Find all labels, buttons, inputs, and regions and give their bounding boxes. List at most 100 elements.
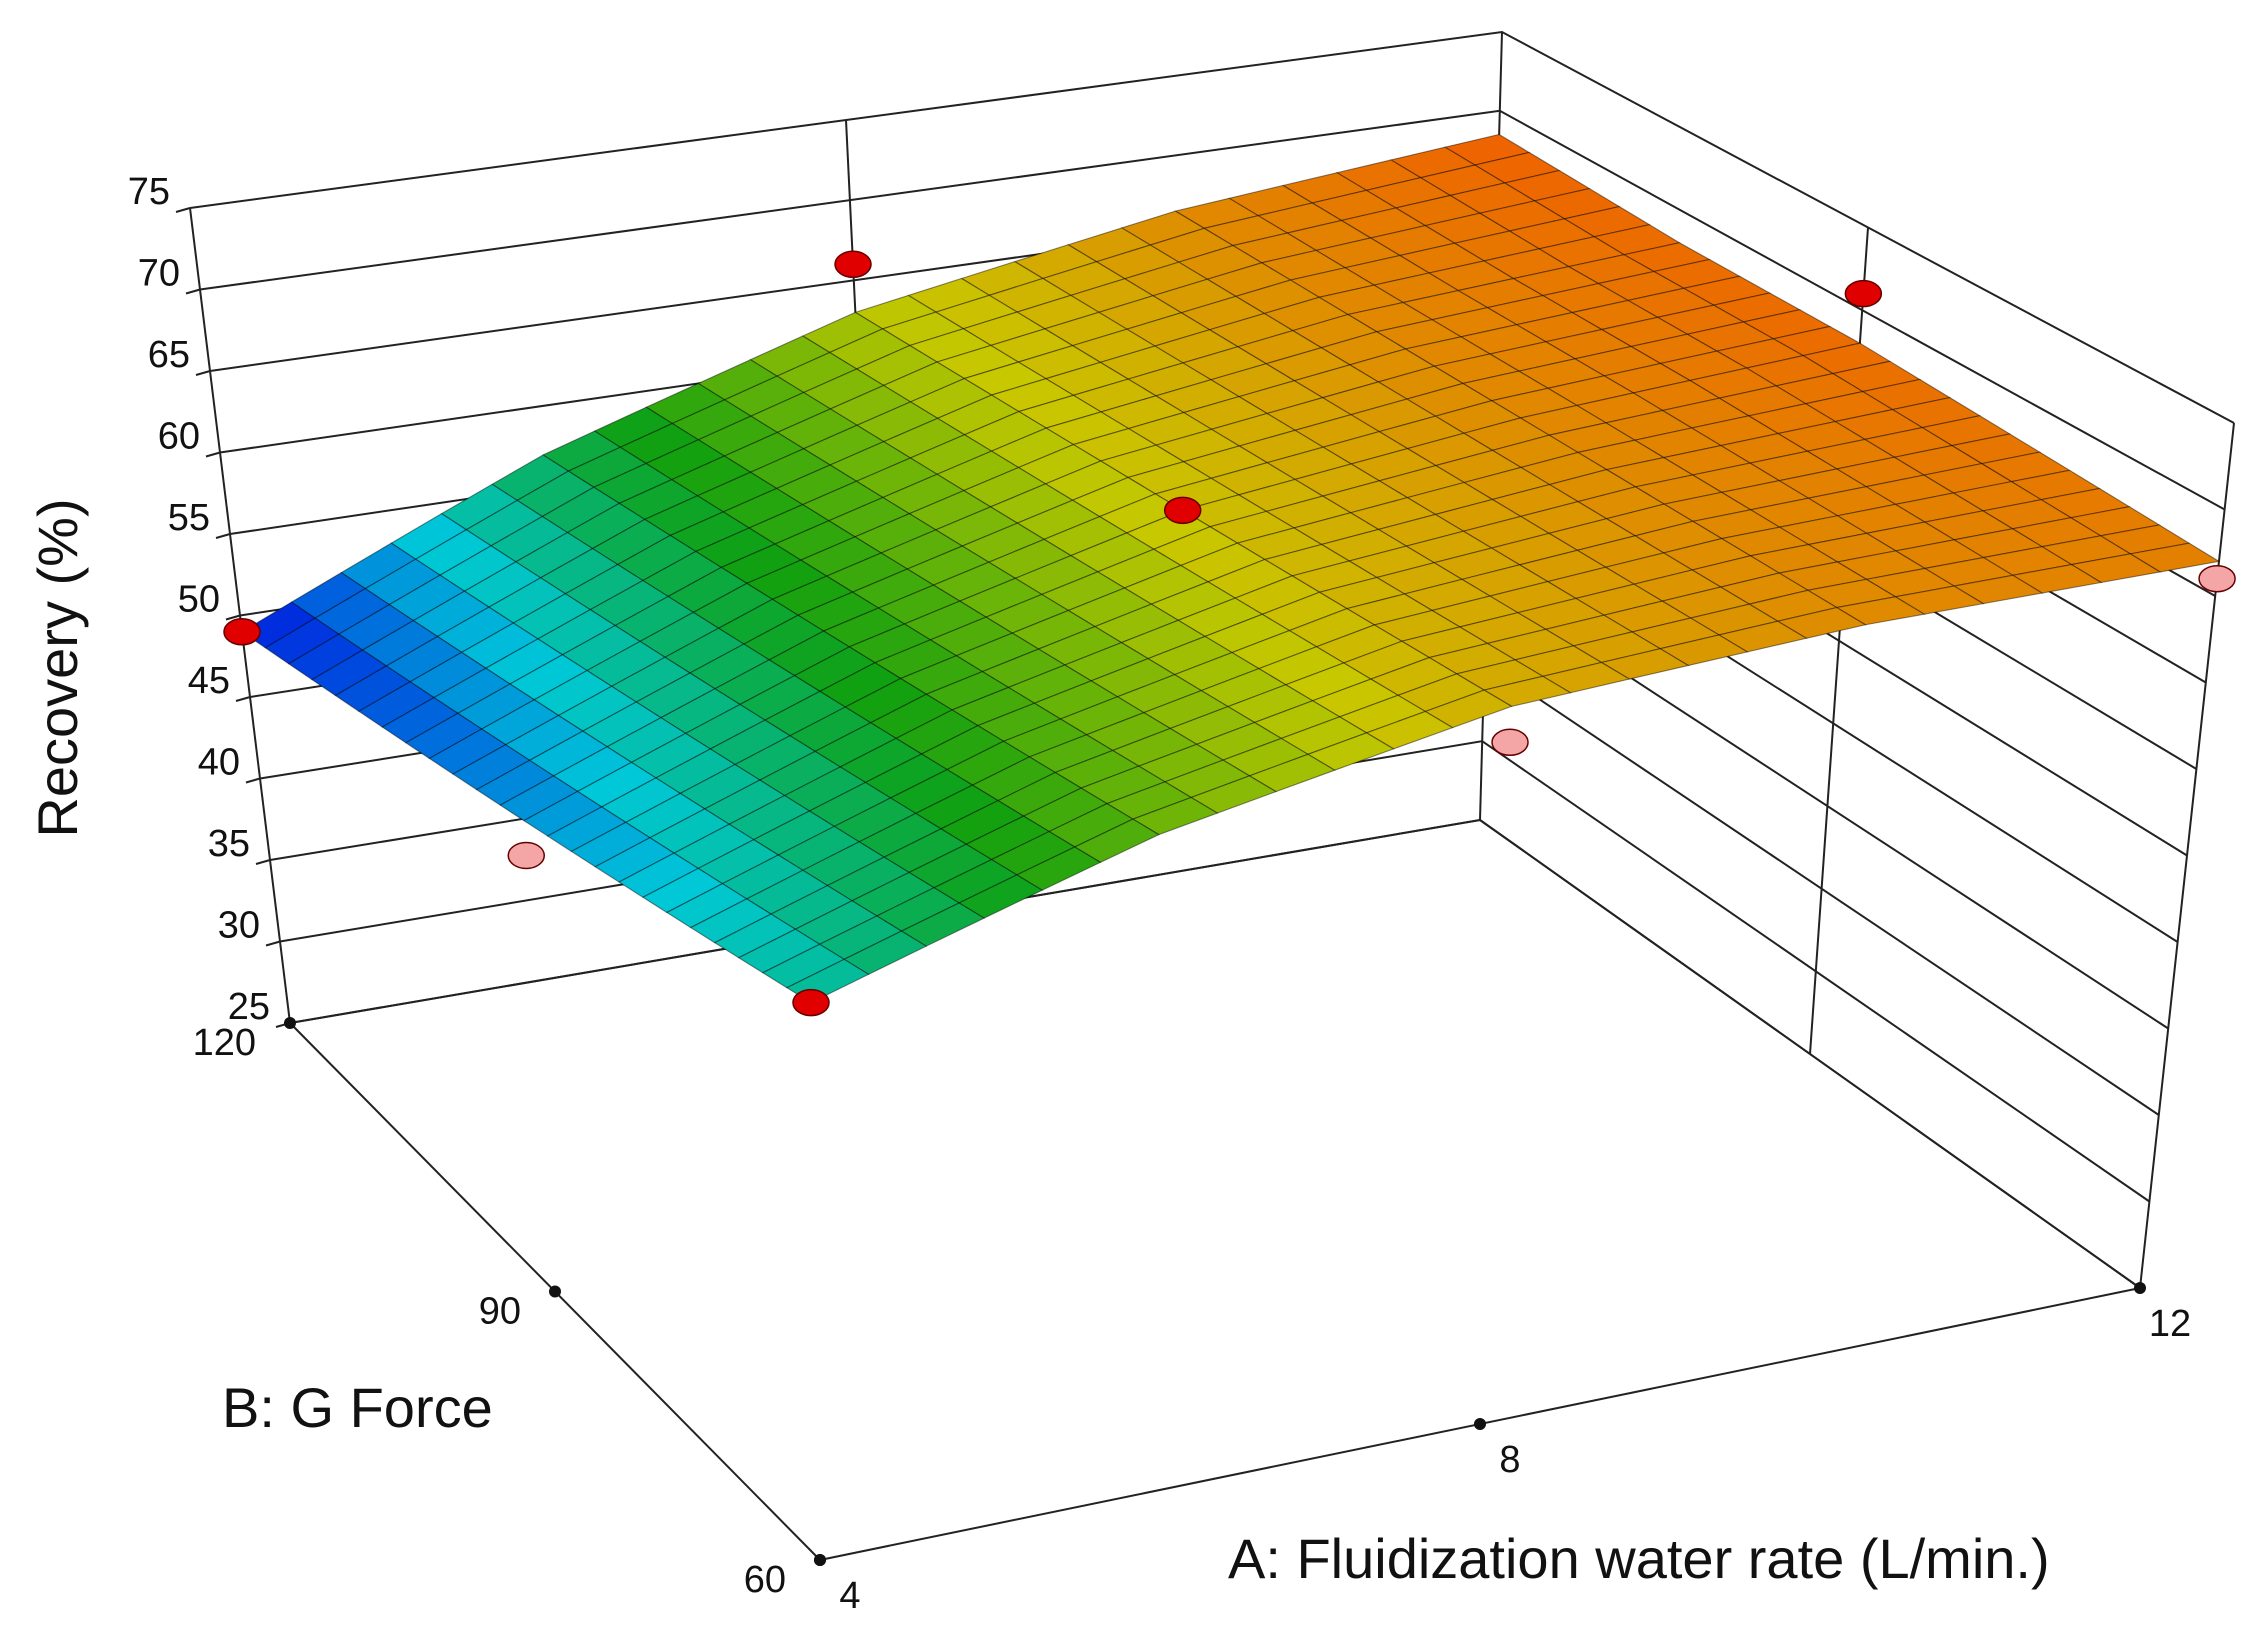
surface-patch (1576, 486, 1666, 520)
surface-patch (1071, 476, 1157, 518)
surface-patch (742, 614, 825, 661)
surface-patch (1573, 345, 1663, 377)
design-point (1491, 728, 1529, 757)
surface-patch (783, 766, 867, 812)
x-tick-label: 12 (2149, 1303, 2191, 1345)
surface-patch (1044, 411, 1130, 446)
surface-patch (1347, 545, 1436, 579)
surface-patch (1403, 578, 1492, 612)
z-tick-label: 65 (148, 334, 190, 376)
surface-patch (624, 792, 706, 839)
surface-patch (1233, 575, 1321, 615)
surface-patch (1712, 292, 1802, 323)
surface-patch (1661, 397, 1751, 429)
y-tick-label: 60 (744, 1559, 786, 1601)
surface-patch (409, 651, 487, 699)
surface-patch (801, 311, 884, 354)
surface-patch (1515, 311, 1604, 343)
surface-patch (1537, 236, 1626, 268)
surface-patch (644, 439, 726, 481)
surface-patch (663, 627, 745, 674)
wall-grid-line (289, 818, 2141, 1289)
y-tick (549, 1285, 561, 1298)
design-point (792, 988, 830, 1017)
surface-patch (920, 725, 1005, 771)
surface-patch (1111, 727, 1198, 767)
surface-patch (1491, 434, 1580, 469)
surface-patch (1748, 543, 1839, 574)
surface-patch (1200, 668, 1288, 708)
surface-patch (516, 470, 595, 518)
design-point (223, 618, 261, 646)
surface-patch (1434, 400, 1522, 434)
surface-patch (1602, 600, 1693, 633)
surface-patch (1430, 595, 1520, 628)
surface-patch (684, 703, 767, 750)
surface-patch (987, 277, 1073, 313)
surface-patch (745, 559, 828, 600)
surface-patch (1066, 227, 1152, 263)
surface-patch (1248, 753, 1336, 793)
surface-patch (1806, 486, 1897, 517)
surface-patch (1319, 331, 1407, 366)
surface-patch (906, 545, 990, 586)
wall-grid-line (189, 30, 2235, 424)
y-tick-label: 90 (479, 1291, 521, 1333)
surface-patch (1922, 463, 2013, 494)
surface-patch (855, 344, 939, 387)
surface-patch (618, 479, 699, 521)
z-tick-label: 60 (158, 416, 200, 458)
surface-patch (883, 828, 968, 874)
surface-patch (996, 771, 1083, 817)
surface-patch (1629, 333, 1719, 365)
surface-patch (1237, 429, 1325, 464)
surface-patch (1237, 380, 1325, 415)
surface-patch (1372, 609, 1462, 642)
surface-patch (1203, 613, 1291, 654)
surface-patch (1264, 495, 1353, 529)
surface-patch (1208, 312, 1295, 348)
surface-patch (1777, 561, 1868, 591)
z-tick-label: 70 (138, 253, 180, 295)
design-point (2198, 564, 2236, 593)
surface-patch (1688, 367, 1778, 399)
z-tick-label: 40 (198, 742, 240, 784)
surface-patch (1095, 244, 1181, 280)
z-tick (205, 451, 221, 458)
x-tick (2134, 1282, 2146, 1294)
surface-patch (989, 483, 1074, 524)
surface-patch (1182, 445, 1269, 479)
surface-patch (1346, 301, 1434, 333)
surface-patch (1089, 658, 1176, 698)
surface-patch (842, 930, 928, 975)
surface-patch (1490, 387, 1579, 419)
surface-patch (875, 887, 961, 932)
x-tick-label: 4 (839, 1575, 860, 1617)
z-tick (245, 777, 261, 784)
z-tick (235, 696, 251, 702)
surface-patch (909, 434, 993, 475)
surface-patch (1177, 244, 1264, 280)
surface-patch (667, 566, 748, 614)
surface-patch (713, 913, 797, 959)
surface-patch (728, 794, 811, 841)
surface-patch (570, 821, 651, 868)
surface-patch (1400, 626, 1489, 659)
surface-patch (769, 884, 854, 930)
surface-patch (1279, 716, 1368, 755)
design-point (834, 250, 872, 279)
surface-patch (1453, 230, 1541, 262)
surface-patch (1063, 642, 1150, 682)
surface-patch (1017, 443, 1102, 485)
design-point (1163, 496, 1202, 525)
surface-patch (1952, 574, 2044, 605)
surface-patch (1317, 284, 1405, 316)
x-tick-label: 8 (1499, 1439, 1520, 1481)
surface-patch (1189, 775, 1278, 814)
surface-patch (1488, 341, 1577, 372)
design-point (1844, 279, 1883, 308)
surface-patch (1404, 530, 1493, 564)
surface-patch (1181, 346, 1268, 381)
